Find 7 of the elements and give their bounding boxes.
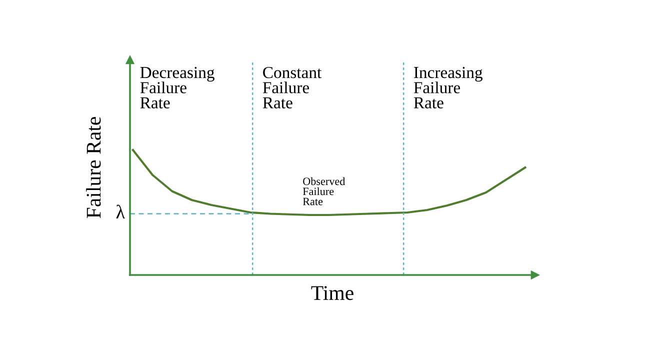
y-axis-title: Failure Rate — [86, 117, 101, 218]
ref-line-label: λ — [116, 204, 126, 218]
text: Constant Failure Rate — [262, 66, 322, 108]
text: Increasing Failure Rate — [414, 66, 482, 108]
x-axis-title: Time — [311, 286, 354, 300]
annotation: Observed Failure Rate — [302, 177, 346, 206]
text: Decreasing Failure Rate — [140, 66, 214, 108]
